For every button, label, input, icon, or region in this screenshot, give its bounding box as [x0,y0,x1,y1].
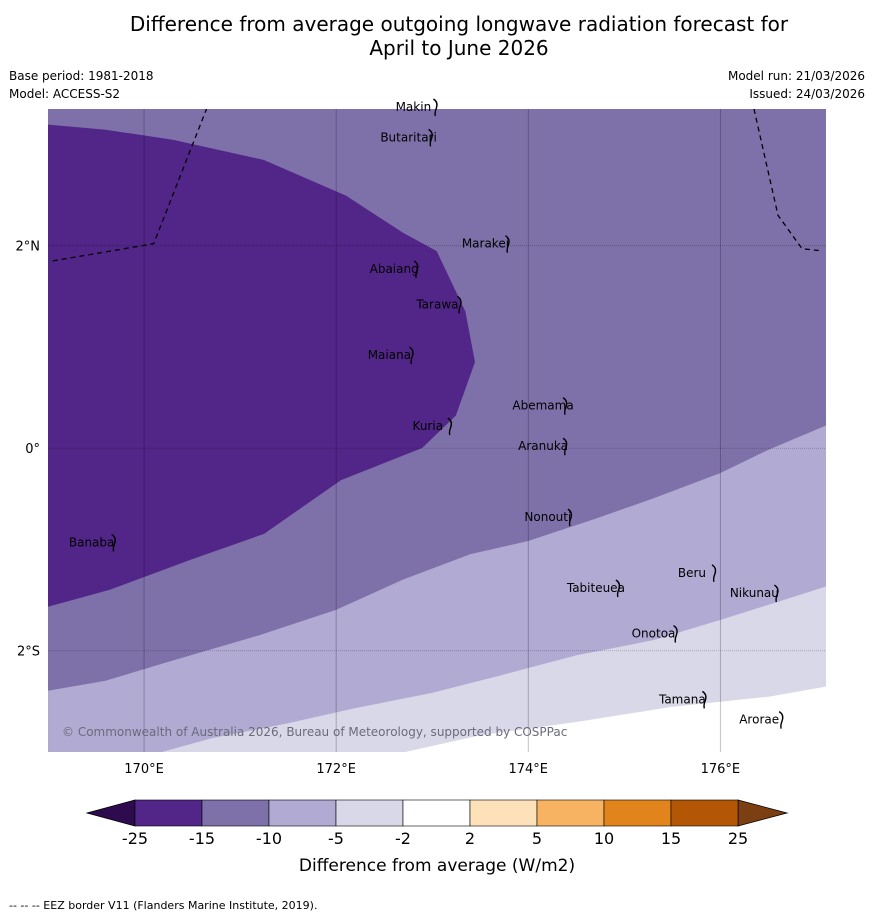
band-minus-2-to-2 [163,586,826,752]
place-label: Makin [396,100,432,114]
colorbar-segment [670,799,739,827]
lat-tick-label: 0° [25,442,40,457]
colorbar-extend-low [85,799,136,827]
island-outline [567,508,573,527]
eez-borders [52,109,822,262]
island-outline [711,564,717,583]
island-outline [413,260,419,279]
eez-border-line [52,109,208,262]
issued-date: Issued: 24/03/2026 [749,87,865,101]
place-label: Maiana [368,348,411,362]
place-label: Abaiang [370,262,419,276]
colorbar-tick-label: -15 [189,829,215,848]
lat-tick-label: 2°S [17,645,40,660]
copyright-notice: © Commonwealth of Australia 2026, Bureau… [62,725,567,739]
place-label: Marakei [462,237,509,251]
place-label: Abemama [512,399,573,413]
colorbar-tick-label: 2 [465,829,475,848]
place-label: Tabiteuea [566,581,625,595]
meta-left: Base period: 1981-2018 Model: ACCESS-S2 [9,67,154,103]
place-label: Onotoa [632,627,676,641]
place-label: Butaritari [380,130,437,144]
lon-tick-label: 172°E [316,762,356,777]
colorbar-segment [469,799,538,827]
island-outline [562,437,568,456]
colorbar: -25 -15 -10 -5 -2 2 5 10 15 25 [85,799,789,848]
colorbar-tick-label: -5 [328,829,344,848]
island-outline [562,397,568,415]
colorbar-segment [603,799,672,827]
island-outline [505,235,510,253]
colorbar-segment [134,799,203,827]
island-outline [701,690,707,709]
island-outline [447,417,453,436]
colorbar-extend-high [737,799,789,827]
place-label: Banaba [69,535,115,549]
colorbar-segment [402,799,471,827]
lon-tick-label: 176°E [701,762,741,777]
colorbar-tick-label: 10 [594,829,614,848]
place-label: Aranuka [518,439,568,453]
colorbar-tick-label: -25 [122,829,148,848]
island-outline [433,98,438,117]
island-outline [408,346,414,365]
colorbar-tick-label: 5 [532,829,542,848]
colorbar-tick-label: -2 [395,829,411,848]
island-outline [673,624,678,643]
colorbar-label: Difference from average (W/m2) [299,856,575,876]
title-line-2: April to June 2026 [369,36,549,60]
colorbar-tick-label: 25 [728,829,748,848]
island-outline [778,711,784,729]
place-label: Tamana [658,692,706,706]
place-label: Kuria [413,419,444,433]
colorbar-tick-label: 15 [661,829,681,848]
place-label: Beru [678,566,706,580]
place-label: Arorae [739,713,779,727]
island-outline [773,584,779,603]
colorbar-tick-label: -10 [256,829,282,848]
colorbar-segment [536,799,605,827]
model-run: Model run: 21/03/2026 [727,69,865,83]
island-outline [615,579,621,598]
meta-right: Model run: 21/03/2026 Issued: 24/03/2026 [728,67,865,103]
island-outline [428,128,433,147]
place-label: Tarawa [415,297,458,311]
island-outline [111,533,116,552]
graticule [48,109,826,752]
model-name: Model: ACCESS-S2 [9,87,121,101]
place-labels: Makin Butaritari Marakei Abaiang Tarawa Maian… [69,98,784,729]
eez-border-line [753,109,822,252]
island-outline [457,295,462,314]
place-label: Nonouti [524,510,571,524]
place-label: Nikunau [730,586,779,600]
forecast-bands [48,109,826,752]
title-line-1: Difference from average outgoing longwav… [129,12,789,36]
eez-legend-note: -- -- -- EEZ border V11 (Flanders Marine… [9,899,318,912]
lon-tick-label: 174°E [508,762,548,777]
colorbar-segment [268,799,337,827]
axis-labels: 170°E 172°E 174°E 176°E 2°N 0° 2°S [16,240,741,777]
colorbar-segment [201,799,270,827]
base-period: Base period: 1981-2018 [9,69,154,83]
lon-tick-label: 170°E [124,762,164,777]
lat-tick-label: 2°N [16,240,41,255]
colorbar-segment [335,799,404,827]
chart-title: Difference from average outgoing longwav… [0,12,873,60]
